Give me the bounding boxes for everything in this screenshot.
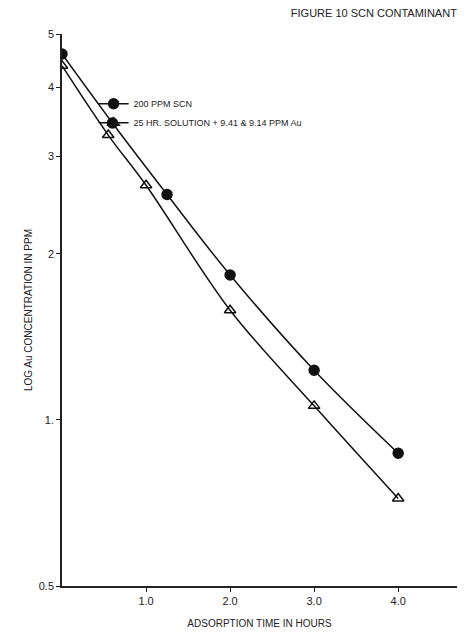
svg-text:1.0: 1.0: [138, 595, 153, 607]
svg-text:ADSORPTION TIME IN HOURS: ADSORPTION TIME IN HOURS: [187, 618, 332, 629]
svg-text:3: 3: [48, 150, 54, 162]
svg-text:4.0: 4.0: [391, 595, 406, 607]
svg-text:1.: 1.: [45, 414, 54, 426]
svg-text:200 PPM SCN: 200 PPM SCN: [134, 99, 193, 109]
svg-text:0.5: 0.5: [39, 580, 54, 592]
svg-text:FIGURE 10 SCN CONTAMINANT: FIGURE 10 SCN CONTAMINANT: [291, 7, 457, 19]
svg-text:2.0: 2.0: [222, 595, 237, 607]
svg-text:2: 2: [48, 248, 54, 260]
svg-text:25 HR. SOLUTION + 9.41 & 9.14: 25 HR. SOLUTION + 9.41 & 9.14 PPM Au: [134, 118, 302, 128]
svg-text:5: 5: [48, 28, 54, 40]
svg-text:LOG Au CONCENTRATION IN PPM: LOG Au CONCENTRATION IN PPM: [23, 229, 34, 391]
svg-text:3.0: 3.0: [306, 595, 321, 607]
svg-text:4: 4: [48, 81, 54, 93]
